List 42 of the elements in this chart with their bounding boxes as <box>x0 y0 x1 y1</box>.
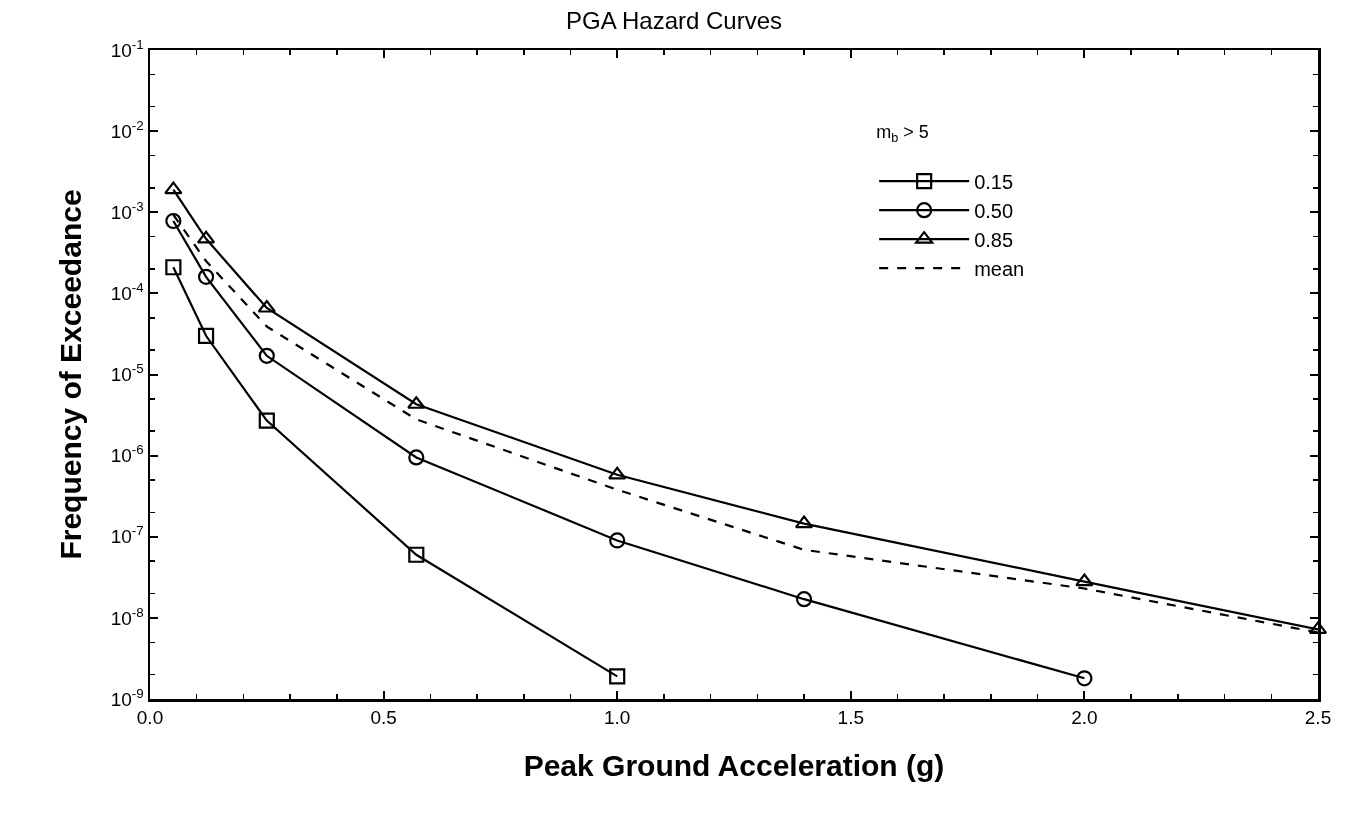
point <box>258 347 275 364</box>
x-tick-label: 0.0 <box>136 707 164 729</box>
point <box>1075 573 1094 587</box>
y-tick-label: 10$^{-9}$ <box>110 685 144 710</box>
y-tick-label: 10$^{-1}$ <box>110 36 144 61</box>
point <box>794 515 814 529</box>
point <box>164 181 183 195</box>
point <box>257 299 276 313</box>
point <box>608 466 627 480</box>
point <box>165 212 182 230</box>
point <box>196 230 216 244</box>
y-tick-label: 10$^{-3}$ <box>110 198 144 223</box>
x-tick-label: 2.5 <box>1304 707 1332 729</box>
legend-title: m$_{b}$ > 5 <box>876 122 929 146</box>
point <box>1076 670 1093 687</box>
x-tick-label: 2.0 <box>1071 707 1098 729</box>
y-tick-label: 10$^{-7}$ <box>110 523 144 548</box>
legend-label: 0.15 <box>974 171 1014 193</box>
legend-label: mean <box>974 258 1025 280</box>
y-axis-title: Frequency of Exceedance <box>54 189 88 560</box>
y-tick-label: 10$^{-8}$ <box>110 604 144 629</box>
legend-label: 0.85 <box>974 229 1014 251</box>
point <box>408 546 425 563</box>
y-tick-label: 10$^{-5}$ <box>110 361 144 386</box>
point <box>408 449 425 466</box>
x-tick-label: 0.5 <box>370 707 397 729</box>
y-tick-label: 10$^{-2}$ <box>110 117 144 142</box>
point <box>165 259 182 276</box>
y-tick-label: 10$^{-6}$ <box>110 442 144 467</box>
x-axis-title: Peak Ground Acceleration (g) <box>523 749 945 783</box>
x-tick-label: 1.5 <box>837 707 865 729</box>
point <box>197 268 215 285</box>
y-tick-label: 10$^{-4}$ <box>110 280 144 305</box>
point <box>197 327 215 344</box>
point <box>258 412 275 429</box>
chart-title: PGA Hazard Curves <box>565 7 783 35</box>
x-tick-label: 1.0 <box>603 707 631 729</box>
point <box>1308 621 1328 635</box>
point <box>609 668 626 685</box>
legend-label: 0.50 <box>974 200 1014 222</box>
point <box>609 532 626 549</box>
point <box>795 591 813 608</box>
